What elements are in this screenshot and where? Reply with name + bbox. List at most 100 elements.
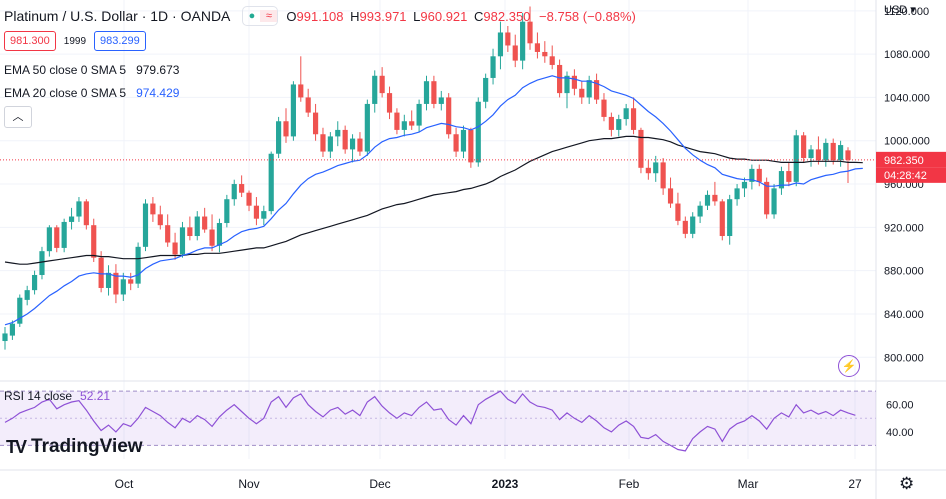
candle-body	[9, 323, 15, 336]
candle-body	[142, 203, 149, 247]
candle	[113, 264, 119, 304]
candle	[179, 221, 186, 258]
candle	[216, 218, 223, 253]
lightning-icon[interactable]: ⚡	[838, 355, 860, 377]
candle	[682, 216, 688, 239]
candle	[165, 214, 171, 247]
candle-body	[830, 142, 836, 161]
chart-controls[interactable]: ● ≈	[242, 6, 279, 26]
candle-body	[778, 171, 785, 189]
candle-body	[17, 297, 23, 324]
candle	[364, 99, 370, 156]
candle-body	[579, 88, 585, 98]
candle-body	[401, 121, 407, 130]
candle	[386, 86, 393, 120]
candle	[667, 177, 674, 208]
candle	[54, 225, 60, 253]
candle	[17, 294, 23, 327]
price-tag-value: 982.350	[884, 155, 924, 167]
x-tick-label: Mar	[738, 477, 759, 491]
candle-body	[91, 225, 97, 258]
candle-body	[520, 21, 526, 61]
candle-body	[645, 167, 651, 174]
candle-body	[194, 216, 200, 237]
candle	[838, 140, 844, 167]
currency-label: USD ▾	[884, 4, 916, 16]
ema20-legend[interactable]: EMA 20 close 0 SMA 5 974.429	[4, 86, 180, 100]
candle-body	[801, 135, 807, 159]
collapse-legend-button[interactable]: ︿	[4, 106, 32, 128]
x-tick-label: Dec	[369, 477, 390, 491]
candle	[527, 6, 533, 50]
candle	[630, 97, 637, 135]
symbol-title[interactable]: Platinum / U.S. Dollar · 1D · OANDA	[4, 8, 231, 24]
candle-body	[128, 279, 134, 284]
candle	[475, 97, 481, 167]
candle-body	[165, 225, 171, 243]
candle	[401, 114, 407, 137]
candle	[372, 70, 378, 113]
candle-body	[616, 119, 622, 130]
candle	[31, 270, 38, 295]
candle	[261, 205, 267, 226]
candle-body	[431, 81, 437, 104]
candle-body	[734, 188, 740, 200]
candle-body	[150, 203, 156, 215]
candle-body	[638, 129, 644, 168]
candle-body	[527, 21, 533, 44]
candle	[719, 199, 725, 241]
candle-body	[327, 136, 333, 152]
candle-body	[276, 121, 282, 154]
ema50-legend[interactable]: EMA 50 close 0 SMA 5 979.673	[4, 63, 180, 77]
candle	[283, 108, 289, 143]
candle-body	[246, 192, 252, 206]
candle-body	[68, 216, 75, 222]
candle-body	[564, 75, 570, 94]
ema50-line	[4, 135, 863, 265]
candle-body	[253, 205, 260, 219]
y-tick-label: 800.000	[884, 352, 924, 364]
candle-body	[719, 201, 725, 237]
candle-body	[771, 188, 777, 215]
candle-body	[608, 116, 614, 130]
candle-body	[46, 227, 52, 252]
y-tick-label: 840.000	[884, 309, 924, 321]
candle	[187, 216, 193, 241]
candle-body	[756, 168, 762, 182]
sell-price-box[interactable]: 981.300	[4, 31, 56, 51]
series-visibility-icon[interactable]: ●	[248, 10, 256, 22]
rsi-line	[4, 390, 856, 452]
compare-icon[interactable]: ≈	[260, 10, 278, 22]
candle	[571, 69, 577, 96]
tradingview-logo: TV TradingView	[6, 436, 143, 457]
candle	[675, 192, 681, 226]
candle	[586, 75, 592, 104]
x-tick-label: Nov	[238, 477, 259, 491]
candle-body	[268, 153, 274, 212]
candle	[239, 175, 245, 198]
candle-body	[224, 199, 230, 224]
candle	[579, 81, 585, 104]
candle-body	[305, 97, 311, 113]
candle-body	[231, 184, 237, 200]
ohlc-values: O991.108 H993.971 L960.921 C982.350 −8.7…	[286, 8, 636, 24]
candle-body	[179, 227, 186, 255]
y-tick-label: 1120.000	[884, 6, 929, 18]
candle	[534, 32, 541, 59]
candle	[690, 212, 696, 239]
buy-price-box[interactable]: 983.299	[94, 31, 146, 51]
tradingview-logo-icon: TV	[6, 436, 27, 457]
candle	[142, 199, 149, 252]
candle	[830, 138, 836, 165]
candle	[653, 155, 659, 182]
candle-body	[24, 290, 30, 300]
candle-body	[468, 129, 474, 163]
candle	[490, 48, 496, 85]
gear-icon[interactable]: ⚙	[899, 474, 915, 493]
rsi-legend[interactable]: RSI 14 close 52.21	[4, 389, 111, 403]
candle	[468, 127, 474, 168]
candle	[623, 103, 629, 126]
candle	[327, 132, 333, 159]
candle	[749, 164, 755, 190]
